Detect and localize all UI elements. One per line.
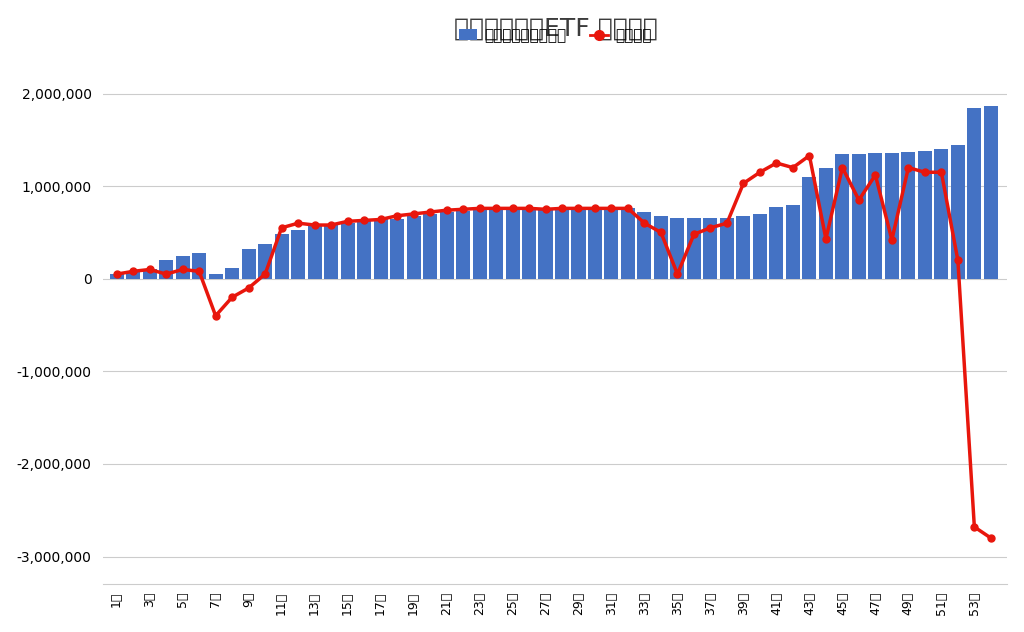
Bar — [604, 209, 618, 279]
Bar — [374, 219, 387, 279]
Bar — [836, 154, 849, 279]
Bar — [555, 209, 569, 279]
Bar — [176, 255, 189, 279]
Bar — [753, 214, 767, 279]
Bar — [785, 205, 800, 279]
Bar — [671, 217, 684, 279]
Bar — [291, 229, 305, 279]
Bar — [258, 243, 272, 279]
Bar — [126, 271, 140, 279]
Bar — [110, 274, 124, 279]
Bar — [852, 154, 866, 279]
Bar — [225, 267, 240, 279]
Bar — [968, 108, 981, 279]
Bar — [736, 216, 751, 279]
Bar — [274, 234, 289, 279]
Bar — [571, 207, 586, 279]
Title: トライオートETF 週間収支: トライオートETF 週間収支 — [454, 16, 657, 40]
Bar — [472, 210, 486, 279]
Bar — [341, 223, 354, 279]
Bar — [868, 153, 883, 279]
Bar — [390, 219, 404, 279]
Bar — [407, 216, 421, 279]
Bar — [819, 167, 833, 279]
Bar — [951, 145, 965, 279]
Bar — [885, 153, 899, 279]
Bar — [984, 106, 997, 279]
Bar — [522, 209, 536, 279]
Bar — [357, 221, 371, 279]
Bar — [588, 209, 602, 279]
Bar — [307, 226, 322, 279]
Bar — [654, 216, 668, 279]
Bar — [423, 214, 437, 279]
Bar — [638, 212, 651, 279]
Bar — [918, 151, 932, 279]
Bar — [539, 209, 553, 279]
Bar — [159, 260, 173, 279]
Bar — [687, 217, 701, 279]
Bar — [506, 209, 519, 279]
Bar — [934, 149, 948, 279]
Bar — [621, 209, 635, 279]
Bar — [489, 209, 503, 279]
Bar — [703, 217, 718, 279]
Bar — [901, 152, 915, 279]
Bar — [720, 217, 734, 279]
Bar — [142, 269, 157, 279]
Legend: 利益（累積利確額）, 実現損益: 利益（累積利確額）, 実現損益 — [453, 22, 658, 49]
Bar — [769, 207, 783, 279]
Bar — [324, 225, 338, 279]
Bar — [193, 253, 206, 279]
Bar — [209, 274, 222, 279]
Bar — [242, 249, 256, 279]
Bar — [439, 212, 454, 279]
Bar — [456, 211, 470, 279]
Bar — [803, 177, 816, 279]
